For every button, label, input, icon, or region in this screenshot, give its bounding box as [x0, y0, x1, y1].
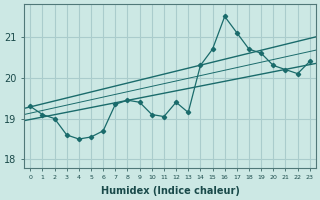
X-axis label: Humidex (Indice chaleur): Humidex (Indice chaleur): [100, 186, 239, 196]
